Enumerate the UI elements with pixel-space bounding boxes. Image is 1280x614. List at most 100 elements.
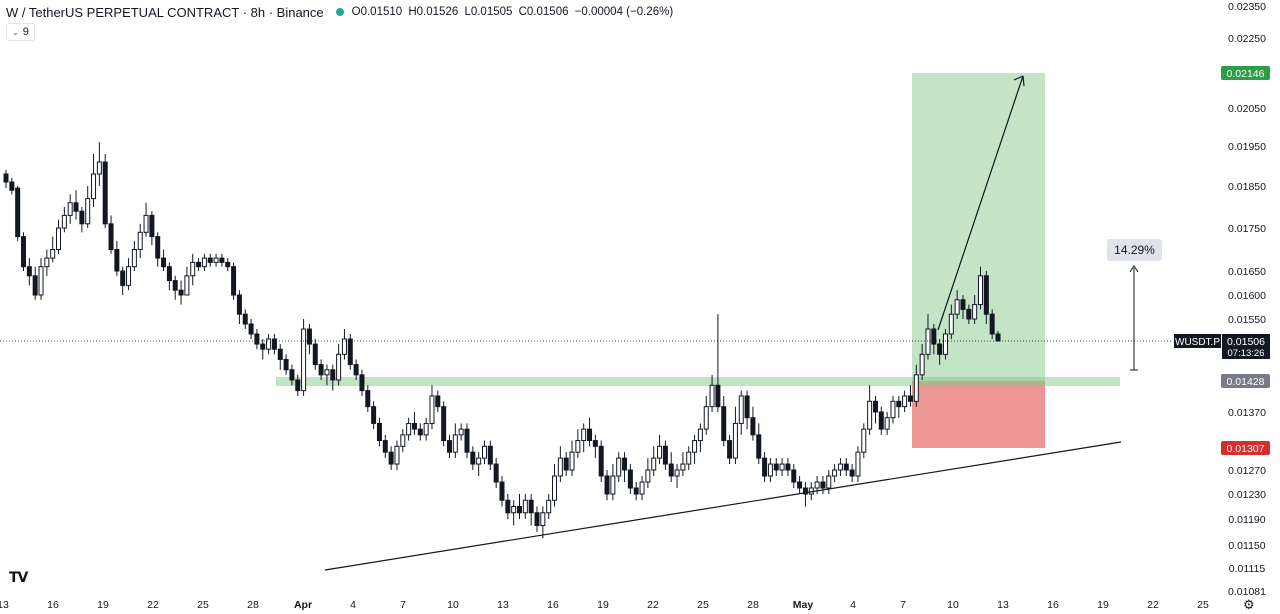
candle[interactable]: [977, 275, 983, 306]
candle[interactable]: [697, 428, 703, 442]
candle[interactable]: [931, 328, 937, 345]
candle[interactable]: [61, 214, 67, 229]
candle[interactable]: [26, 266, 32, 277]
candle[interactable]: [814, 481, 820, 489]
candle[interactable]: [213, 257, 219, 263]
candle[interactable]: [837, 463, 843, 471]
candle[interactable]: [534, 512, 540, 526]
candle[interactable]: [85, 198, 91, 225]
candle[interactable]: [546, 499, 552, 514]
candle[interactable]: [149, 214, 155, 238]
candle[interactable]: [942, 333, 948, 355]
candle[interactable]: [762, 457, 768, 477]
candle[interactable]: [260, 343, 266, 350]
candle[interactable]: [254, 333, 260, 345]
candle[interactable]: [645, 469, 651, 483]
candle[interactable]: [382, 440, 388, 453]
candle[interactable]: [913, 374, 919, 402]
candle[interactable]: [73, 202, 79, 212]
candle[interactable]: [108, 223, 114, 251]
candle[interactable]: [966, 308, 972, 320]
candle[interactable]: [948, 313, 954, 335]
candle[interactable]: [563, 457, 569, 471]
candle[interactable]: [330, 369, 336, 381]
candle[interactable]: [750, 417, 756, 436]
candle[interactable]: [581, 428, 587, 442]
candle[interactable]: [756, 434, 762, 459]
candle[interactable]: [540, 512, 546, 526]
candle[interactable]: [872, 400, 878, 413]
candle[interactable]: [528, 499, 534, 514]
support-band[interactable]: [276, 377, 1120, 386]
candle[interactable]: [126, 266, 132, 286]
candle[interactable]: [505, 499, 511, 514]
candle[interactable]: [406, 422, 412, 436]
candle[interactable]: [937, 343, 943, 355]
candle[interactable]: [692, 440, 698, 453]
candle[interactable]: [674, 469, 680, 477]
candle[interactable]: [902, 395, 908, 408]
candle[interactable]: [91, 173, 97, 200]
candle[interactable]: [353, 364, 359, 376]
candle[interactable]: [359, 374, 365, 392]
candle[interactable]: [452, 434, 458, 453]
candle[interactable]: [236, 294, 242, 315]
candle[interactable]: [797, 481, 803, 489]
candle[interactable]: [231, 266, 237, 296]
candle[interactable]: [336, 353, 342, 381]
candle[interactable]: [143, 214, 149, 233]
candle[interactable]: [458, 428, 464, 436]
candle[interactable]: [511, 506, 517, 514]
candle[interactable]: [785, 463, 791, 471]
candle[interactable]: [487, 445, 493, 465]
candle[interactable]: [604, 475, 610, 495]
candle[interactable]: [703, 406, 709, 430]
candle[interactable]: [622, 457, 628, 471]
candle[interactable]: [324, 369, 330, 376]
candle[interactable]: [306, 328, 312, 345]
candle[interactable]: [184, 275, 190, 296]
candle[interactable]: [318, 364, 324, 376]
candle[interactable]: [995, 333, 1001, 342]
candle[interactable]: [283, 358, 289, 371]
candle[interactable]: [196, 261, 202, 268]
candle[interactable]: [32, 275, 38, 296]
candle[interactable]: [470, 451, 476, 465]
candle[interactable]: [598, 445, 604, 477]
candle[interactable]: [102, 161, 108, 225]
candle[interactable]: [271, 338, 277, 350]
candle[interactable]: [627, 469, 633, 489]
candle[interactable]: [884, 417, 890, 430]
candle[interactable]: [587, 428, 593, 442]
candle[interactable]: [388, 451, 394, 465]
candle[interactable]: [867, 400, 873, 430]
candle[interactable]: [277, 348, 283, 360]
candle[interactable]: [686, 451, 692, 465]
candle[interactable]: [896, 400, 902, 408]
candle[interactable]: [190, 261, 196, 277]
candle[interactable]: [201, 257, 207, 268]
candle[interactable]: [861, 428, 867, 453]
candle[interactable]: [3, 173, 9, 183]
candle[interactable]: [400, 434, 406, 447]
candle[interactable]: [552, 475, 558, 501]
candle[interactable]: [219, 257, 225, 263]
candle[interactable]: [266, 338, 272, 350]
candle[interactable]: [312, 343, 318, 366]
candle[interactable]: [178, 289, 184, 296]
candle[interactable]: [890, 400, 896, 419]
candle[interactable]: [365, 390, 371, 408]
candle[interactable]: [662, 445, 668, 465]
candle[interactable]: [56, 227, 62, 250]
candle[interactable]: [371, 406, 377, 424]
candle[interactable]: [394, 445, 400, 465]
candle[interactable]: [429, 395, 435, 424]
candle[interactable]: [651, 457, 657, 471]
candle[interactable]: [207, 257, 213, 263]
candle[interactable]: [522, 499, 528, 514]
candle[interactable]: [709, 384, 715, 408]
candle[interactable]: [166, 266, 172, 282]
candle[interactable]: [727, 440, 733, 459]
candle[interactable]: [44, 257, 50, 268]
